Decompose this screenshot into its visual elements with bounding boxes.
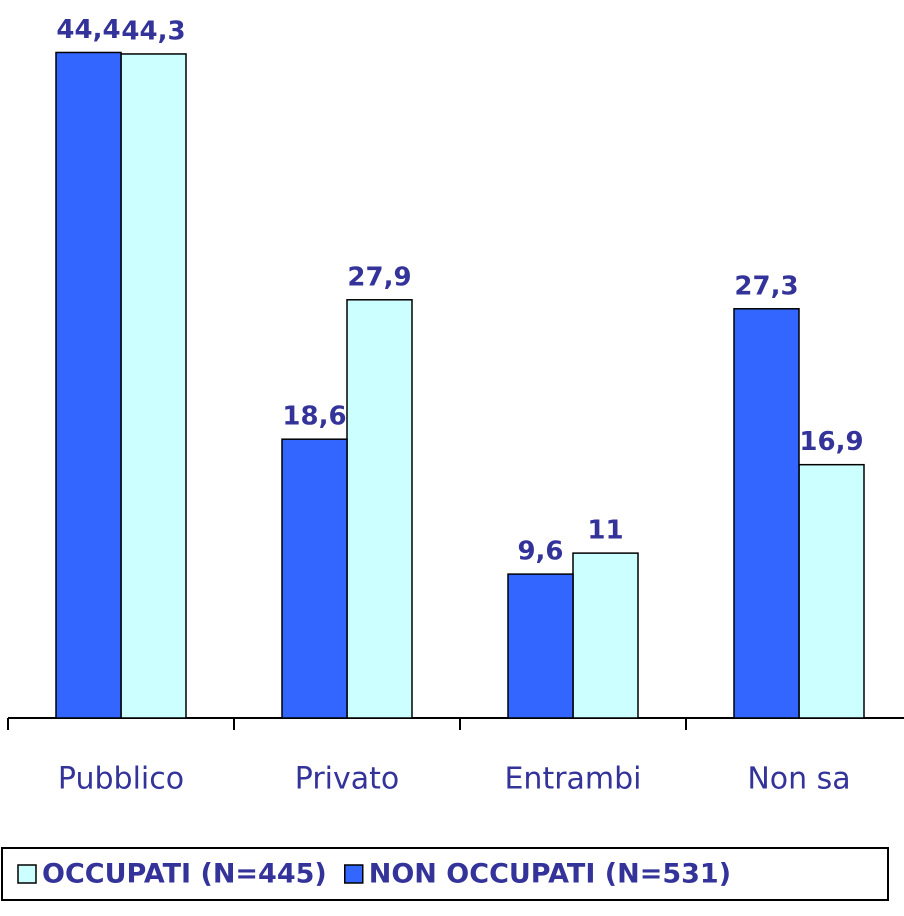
bar xyxy=(55,51,122,719)
value-label: 27,3 xyxy=(734,271,798,301)
bar xyxy=(346,299,413,719)
value-label: 18,6 xyxy=(282,402,346,432)
x-tick-label: Entrambi xyxy=(504,762,641,797)
value-label: 9,6 xyxy=(517,537,563,567)
value-label: 44,3 xyxy=(121,16,185,46)
bar xyxy=(572,552,639,719)
x-tick-label: Non sa xyxy=(747,762,850,797)
bar xyxy=(281,438,348,719)
value-label: 16,9 xyxy=(799,427,863,457)
value-label: 44,4 xyxy=(56,15,120,45)
legend-label: NON OCCUPATI (N=531) xyxy=(369,859,731,890)
value-label: 27,9 xyxy=(347,262,411,292)
bar xyxy=(120,53,187,719)
legend-swatch xyxy=(344,864,364,884)
legend-swatch xyxy=(17,864,37,884)
legend-box xyxy=(1,847,889,901)
x-tick-label: Privato xyxy=(295,762,400,797)
bar xyxy=(507,573,574,719)
x-tick-label: Pubblico xyxy=(58,762,184,797)
bar xyxy=(733,308,800,719)
value-label: 11 xyxy=(587,516,623,546)
legend-label: OCCUPATI (N=445) xyxy=(42,859,327,890)
bar xyxy=(798,463,865,719)
